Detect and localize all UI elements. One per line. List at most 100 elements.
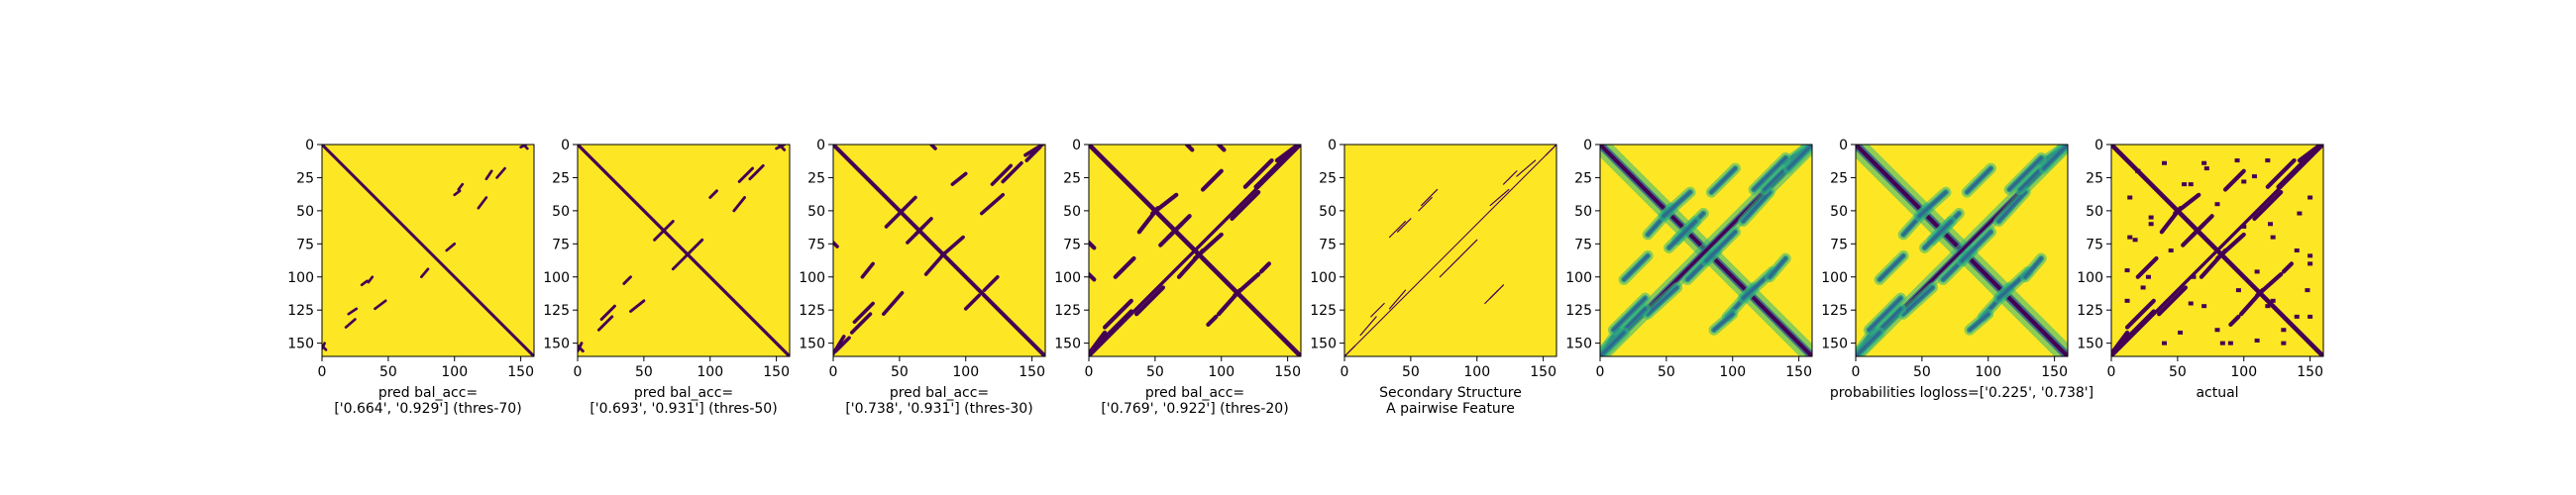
contact-segment xyxy=(777,145,787,151)
y-tick-label: 125 xyxy=(1310,303,1337,319)
contact-segment xyxy=(687,238,704,255)
contact-segment xyxy=(833,336,851,353)
y-tick-label: 75 xyxy=(1319,237,1337,252)
contact-segment xyxy=(2214,232,2246,261)
main-diagonal xyxy=(833,145,1045,356)
contact-segment xyxy=(860,261,875,279)
plot-frame xyxy=(1855,144,2069,357)
x-tick-label: 150 xyxy=(2297,364,2323,380)
y-tick-label: 125 xyxy=(2077,303,2103,319)
contact-cell xyxy=(2140,285,2146,290)
x-tick-label: 0 xyxy=(1341,364,1349,380)
x-tick-label: 150 xyxy=(2041,364,2068,380)
x-tick-label: 150 xyxy=(1785,364,1812,380)
contact-segment xyxy=(2173,192,2201,216)
heatmap-panel-6: 0 50 100 150 0 25 50 75 100 125 150 xyxy=(1565,138,1813,380)
y-tick-label: 100 xyxy=(287,270,314,286)
contact-segment xyxy=(484,169,493,181)
contact-cell xyxy=(2214,202,2220,207)
contact-cell xyxy=(2265,158,2271,163)
x-axis-label-line: actual xyxy=(2196,385,2238,401)
contact-segment xyxy=(367,275,375,284)
y-tick-label: 150 xyxy=(287,337,314,352)
x-axis-label-line: Secondary Structure xyxy=(1379,385,1522,401)
plot-frame xyxy=(2110,144,2324,357)
contact-segment xyxy=(906,225,925,245)
x-axis-label-line: pred bal_acc= xyxy=(890,385,989,401)
x-tick-label: 50 xyxy=(2169,364,2187,380)
heatmap-cells xyxy=(322,145,534,356)
x-tick-label: 100 xyxy=(441,364,468,380)
y-tick-label: 0 xyxy=(1839,138,1848,153)
contact-segment xyxy=(1741,190,1771,224)
contact-segment xyxy=(1901,285,1935,316)
contact-segment xyxy=(2297,145,2323,168)
x-tick-label: 0 xyxy=(1085,364,1094,380)
x-tick-label: 0 xyxy=(1852,364,1861,380)
y-tick-label: 125 xyxy=(1821,303,1848,319)
y-tick-label: 25 xyxy=(1319,170,1337,186)
x-axis-label-line: ['0.693', '0.931'] (thres-50) xyxy=(590,401,777,417)
contact-segment xyxy=(495,166,506,179)
contact-segment xyxy=(1923,220,1953,249)
heatmap-panel-1: 0 50 100 150 0 25 50 75 100 125 150 pred bal_acc= ['… xyxy=(287,138,535,417)
contact-segment xyxy=(1439,257,1459,278)
contact-cell xyxy=(2148,215,2154,220)
y-tick-label: 125 xyxy=(1565,303,1592,319)
heatmap-panel-3: 0 50 100 150 0 25 50 75 100 125 150 pred bal_acc= ['… xyxy=(799,138,1046,417)
contact-segment xyxy=(2281,261,2295,274)
contact-segment xyxy=(1344,345,1356,356)
contact-segment xyxy=(374,299,387,311)
y-tick-label: 150 xyxy=(799,337,825,352)
contact-cell xyxy=(2254,338,2260,343)
y-tick-label: 150 xyxy=(1310,337,1337,352)
contact-segment xyxy=(2135,255,2159,279)
contact-segment xyxy=(671,253,689,271)
y-tick-label: 75 xyxy=(807,237,825,252)
contact-segment xyxy=(1206,314,1219,328)
contact-cell xyxy=(2241,179,2247,184)
contact-cell xyxy=(2201,304,2207,309)
contact-segment xyxy=(1646,285,1679,316)
contact-segment xyxy=(1502,170,1518,185)
contact-segment xyxy=(982,274,1000,292)
y-tick-label: 150 xyxy=(1821,337,1848,352)
x-tick-label: 100 xyxy=(1975,364,2001,380)
contact-segment xyxy=(1545,145,1556,156)
contact-segment xyxy=(2023,256,2043,279)
heatmap-cells xyxy=(1089,145,1301,356)
contact-cell xyxy=(2124,268,2130,273)
y-tick-label: 50 xyxy=(1574,204,1592,220)
contact-segment xyxy=(596,315,614,332)
contact-segment xyxy=(2007,155,2043,191)
contact-segment xyxy=(1396,218,1412,233)
x-axis-label-line: pred bal_acc= xyxy=(1145,385,1244,401)
contact-segment xyxy=(1768,256,1787,279)
contact-segment xyxy=(833,241,839,248)
contact-segment xyxy=(2228,314,2241,328)
contact-segment xyxy=(1230,190,1261,222)
main-diagonal xyxy=(578,145,790,356)
x-axis-label: Secondary Structure A pairwise Feature xyxy=(1379,385,1522,417)
x-tick-label: 100 xyxy=(1208,364,1234,380)
contact-segment xyxy=(1420,188,1439,207)
x-tick-label: 0 xyxy=(1596,364,1605,380)
heatmap-panel-2: 0 50 100 150 0 25 50 75 100 125 150 pred bal_acc= ['… xyxy=(543,138,791,417)
anti-diagonal xyxy=(1344,145,1556,356)
contact-segment xyxy=(629,299,646,313)
contact-cell xyxy=(2145,274,2151,279)
contact-segment xyxy=(453,189,462,197)
contact-segment xyxy=(1102,298,1133,330)
plot-frame xyxy=(832,144,1046,357)
x-axis-label: probabilities logloss=['0.225', '0.738'] xyxy=(1830,385,2093,401)
contact-segment xyxy=(1662,190,1692,218)
x-tick-label: 150 xyxy=(1019,364,1045,380)
contact-segment xyxy=(2265,157,2297,189)
contact-segment xyxy=(1878,253,1905,281)
contact-segment xyxy=(1704,230,1737,263)
contact-cell xyxy=(2188,182,2194,187)
x-axis-label-line: ['0.664', '0.929'] (thres-70) xyxy=(334,401,521,417)
contact-segment xyxy=(852,301,875,325)
contact-cell xyxy=(2281,328,2287,333)
contact-segment xyxy=(347,307,359,316)
